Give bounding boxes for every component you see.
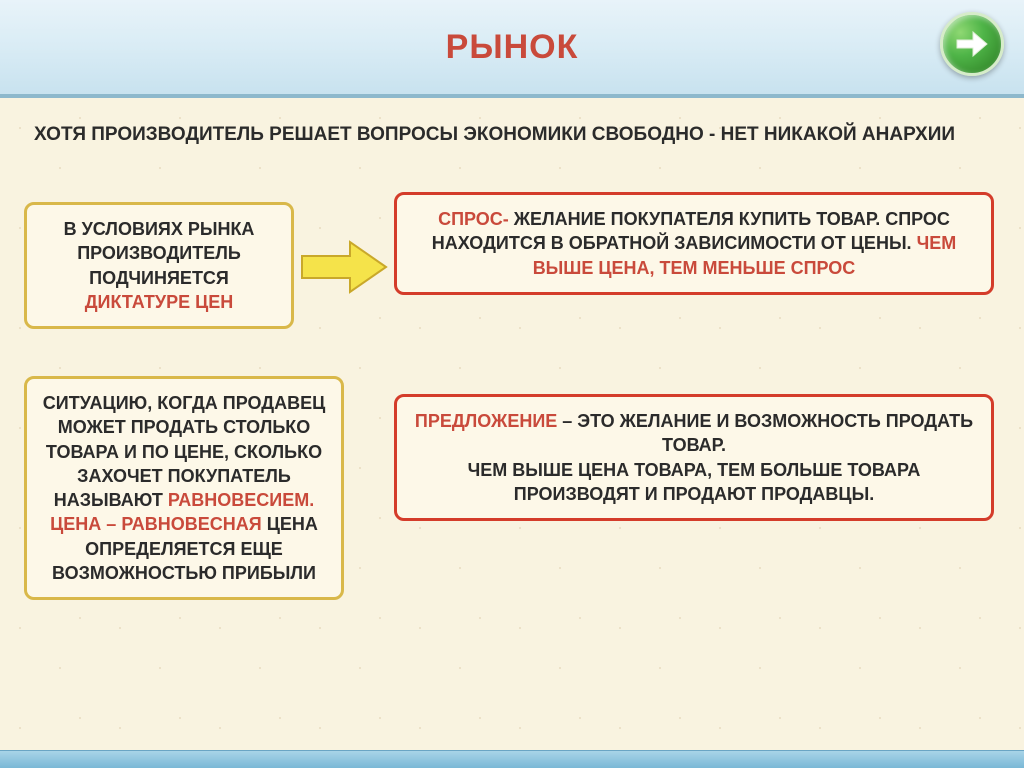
content-area: ХОТЯ ПРОИЗВОДИТЕЛЬ РЕШАЕТ ВОПРОСЫ ЭКОНОМ… <box>0 96 1024 768</box>
arrow-right-icon <box>955 30 989 58</box>
page-title: РЫНОК <box>446 28 579 67</box>
demand-text1: ЖЕЛАНИЕ ПОКУПАТЕЛЯ КУПИТЬ ТОВАР. СПРОС Н… <box>432 209 950 253</box>
arrow-icon <box>300 240 388 294</box>
demand-label: СПРОС- <box>438 209 509 229</box>
producer-line3: ПОДЧИНЯЕТСЯ <box>89 268 229 288</box>
producer-line1: В УСЛОВИЯХ РЫНКА <box>64 219 255 239</box>
slide: РЫНОК ХОТЯ ПРОИЗВОДИТЕЛЬ РЕШАЕТ ВОПРОСЫ … <box>0 0 1024 768</box>
supply-text2: ЧЕМ ВЫШЕ ЦЕНА ТОВАРА, ТЕМ БОЛЬШЕ ТОВАРА … <box>468 460 921 504</box>
next-button[interactable] <box>940 12 1004 76</box>
supply-text1: – ЭТО ЖЕЛАНИЕ И ВОЗМОЖНОСТЬ ПРОДАТЬ ТОВА… <box>557 411 973 455</box>
producer-line4: ДИКТАТУРЕ ЦЕН <box>85 292 234 312</box>
supply-box: ПРЕДЛОЖЕНИЕ – ЭТО ЖЕЛАНИЕ И ВОЗМОЖНОСТЬ … <box>394 394 994 521</box>
equilibrium-box: СИТУАЦИЮ, КОГДА ПРОДАВЕЦ МОЖЕТ ПРОДАТЬ С… <box>24 376 344 600</box>
intro-text: ХОТЯ ПРОИЗВОДИТЕЛЬ РЕШАЕТ ВОПРОСЫ ЭКОНОМ… <box>34 122 990 148</box>
supply-label: ПРЕДЛОЖЕНИЕ <box>415 411 557 431</box>
demand-box: СПРОС- ЖЕЛАНИЕ ПОКУПАТЕЛЯ КУПИТЬ ТОВАР. … <box>394 192 994 295</box>
footer-strip <box>0 750 1024 768</box>
producer-box: В УСЛОВИЯХ РЫНКА ПРОИЗВОДИТЕЛЬ ПОДЧИНЯЕТ… <box>24 202 294 329</box>
producer-line2: ПРОИЗВОДИТЕЛЬ <box>77 243 241 263</box>
header: РЫНОК <box>0 0 1024 96</box>
